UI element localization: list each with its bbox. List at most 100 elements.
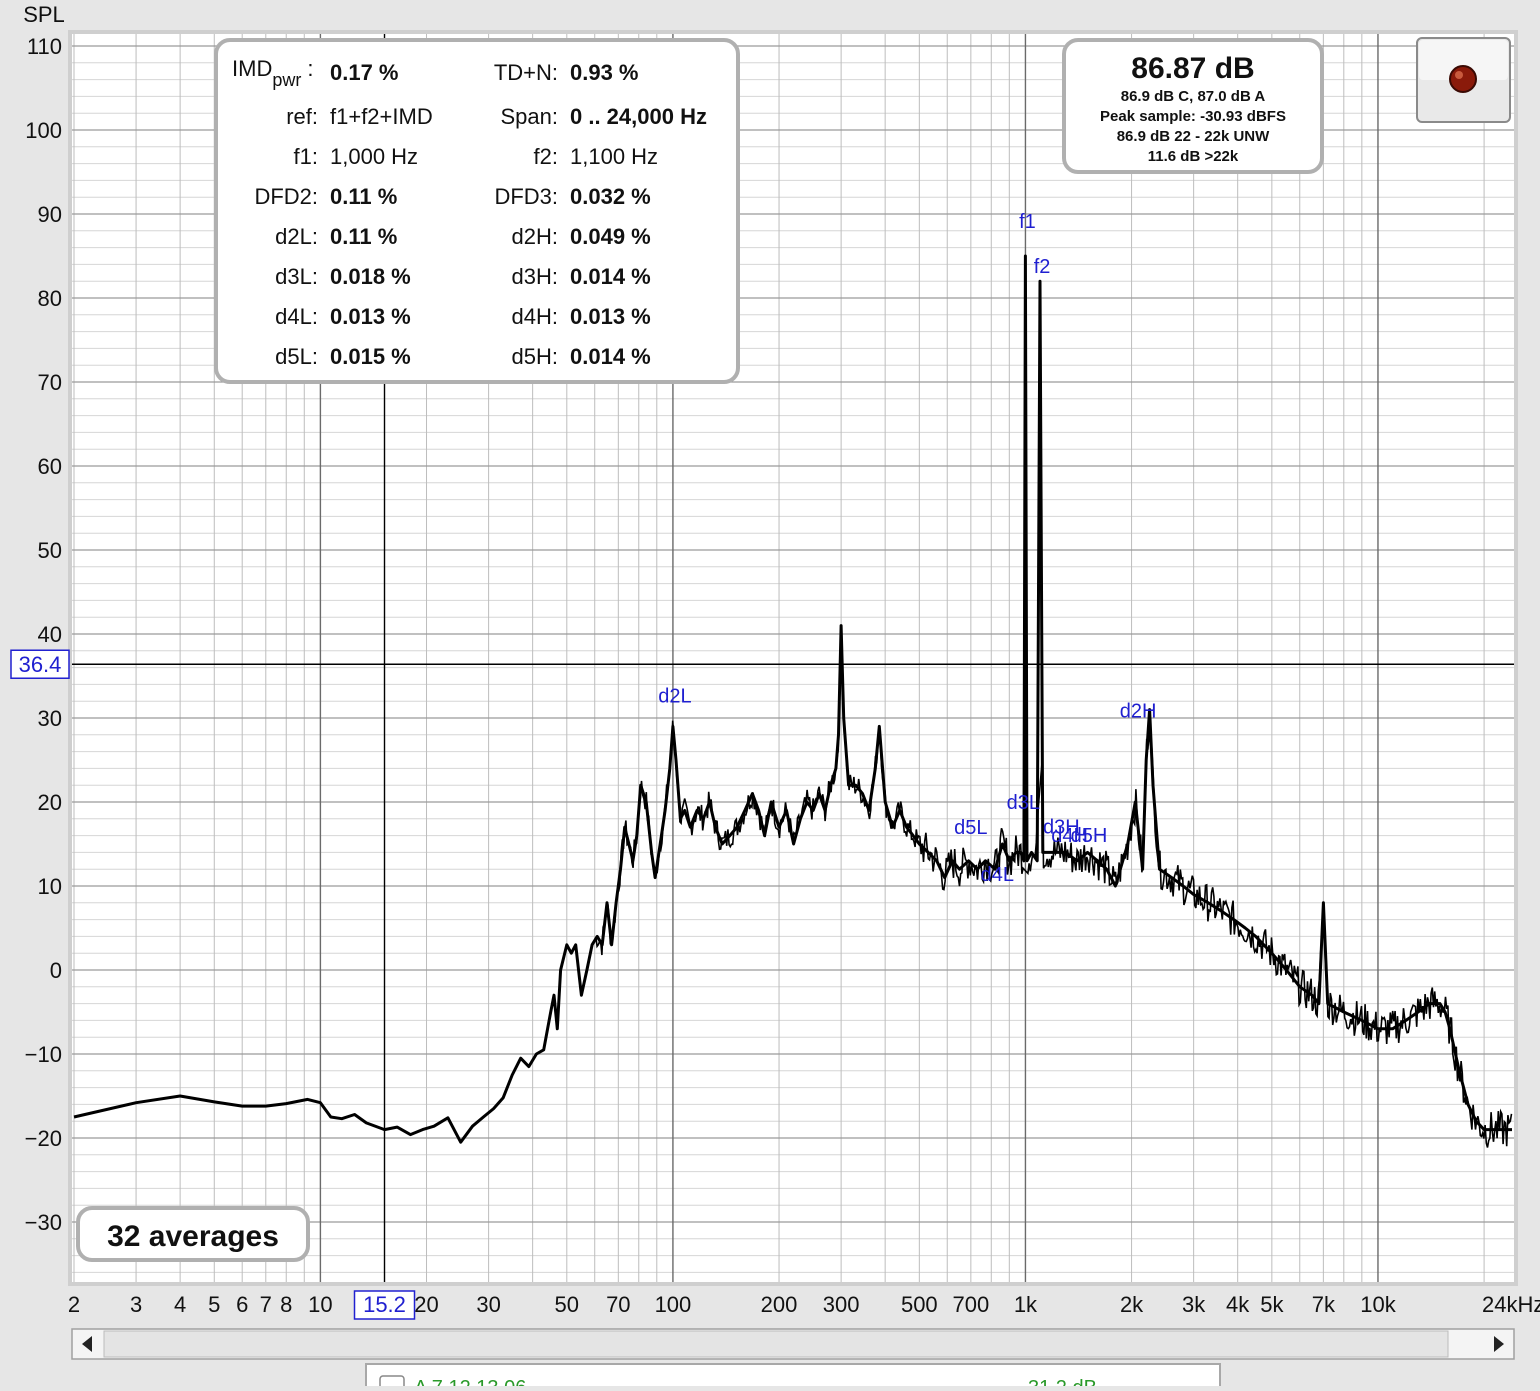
y-tick-label: 100 [25,118,62,143]
x-tick-label: 2k [1120,1292,1144,1317]
level-main-value: 86.87 dB [1131,52,1254,85]
imd-label-0: IMDpwr: [232,56,313,90]
level-panel-box [1062,38,1324,174]
scrollbar-thumb[interactable] [103,1330,1449,1358]
x-tick-label: 1k [1014,1292,1038,1317]
x-tick-label: 5 [208,1292,220,1317]
y-tick-label: 20 [38,790,62,815]
imd-value-0: 0.17 % [330,60,399,85]
y-tick-label: −10 [25,1042,62,1067]
y-tick-label: 70 [38,370,62,395]
marker-d3H: d3H [1043,817,1080,839]
record-button[interactable] [1416,37,1511,123]
imd-value2-2: 1,100 Hz [570,144,658,169]
averages-box: 32 averages [76,1206,310,1262]
imd-label-5: d3L: [275,264,318,289]
x-tick-label: 70 [606,1292,630,1317]
imd-panel-box [214,38,740,384]
x-tick-label: 3k [1182,1292,1206,1317]
marker-d4H: d4H [1051,825,1088,847]
y-tick-label: 10 [38,874,62,899]
cursor-x-readout-box [353,1290,416,1320]
imd-value-6: 0.013 % [330,304,411,329]
imd-label2-0: TD+N: [494,60,558,85]
x-tick-label: 4 [174,1292,186,1317]
legend-strip: A 7 12 13 06 31.2 dB [365,1363,1221,1391]
imd-value2-6: 0.013 % [570,304,651,329]
marker-d5L: d5L [954,817,987,839]
imd-label2-5: d3H: [512,264,558,289]
y-tick-label: 90 [38,202,62,227]
x-tick-label: 30 [476,1292,500,1317]
y-tick-label: −30 [25,1210,62,1235]
y-tick-label: 80 [38,286,62,311]
y-tick-label: 50 [38,538,62,563]
y-tick-label: −20 [25,1126,62,1151]
imd-label2-6: d4H: [512,304,558,329]
marker-f2: f2 [1034,256,1051,278]
marker-f1: f1 [1019,211,1036,233]
imd-label-1: ref: [286,104,318,129]
imd-value-1: f1+f2+IMD [330,104,433,129]
level-line-4: 11.6 dB >22k [1148,148,1239,165]
scroll-left-arrow-icon[interactable] [82,1336,92,1352]
imd-label2-7: d5H: [512,344,558,369]
x-tick-label: 2 [68,1292,80,1317]
imd-label2-1: Span: [501,104,559,129]
horizontal-scrollbar[interactable] [71,1328,1515,1360]
legend-checkbox[interactable] [379,1375,405,1391]
imd-label-6: d4L: [275,304,318,329]
x-tick-label: 20 [414,1292,438,1317]
legend-value: 31.2 dB [1028,1377,1097,1386]
spectrum-trace-noise [593,642,1513,1148]
marker-d5H: d5H [1071,825,1108,847]
marker-d2H: d2H [1120,701,1157,723]
averages-text: 32 averages [107,1220,279,1253]
x-tick-label: 4k [1226,1292,1250,1317]
x-tick-label: 500 [901,1292,938,1317]
imd-label2-3: DFD3: [494,184,558,209]
x-tick-label: 10 [308,1292,332,1317]
scroll-right-arrow-icon[interactable] [1494,1336,1504,1352]
x-tick-label: 3 [130,1292,142,1317]
imd-label-2: f1: [294,144,318,169]
imd-label-7: d5L: [275,344,318,369]
imd-value-4: 0.11 % [330,224,397,249]
legend-label: A 7 12 13 06 [414,1377,526,1386]
x-tick-label: 8 [280,1292,292,1317]
imd-label-3: DFD2: [254,184,318,209]
imd-value2-7: 0.014 % [570,344,651,369]
y-tick-label: 40 [38,622,62,647]
level-line-1: 86.9 dB C, 87.0 dB A [1121,88,1266,105]
marker-d2L: d2L [658,685,691,707]
y-tick-label: 0 [50,958,62,983]
imd-label-4: d2L: [275,224,318,249]
x-tick-label: 10k [1360,1292,1396,1317]
record-dot-icon [1449,65,1477,93]
x-tick-label: 300 [823,1292,860,1317]
imd-value2-1: 0 .. 24,000 Hz [570,104,707,129]
x-tick-label: 50 [555,1292,579,1317]
marker-d3L: d3L [1007,792,1040,814]
x-tick-label: 24kHz [1482,1292,1540,1317]
x-tick-label: 100 [655,1292,692,1317]
imd-value-5: 0.018 % [330,264,411,289]
imd-value-3: 0.11 % [330,184,397,209]
level-panel: 86.87 dB 86.9 dB C, 87.0 dB A Peak sampl… [1062,38,1324,174]
level-line-3: 86.9 dB 22 - 22k UNW [1117,128,1270,145]
x-tick-label: 700 [952,1292,989,1317]
level-line-2: Peak sample: -30.93 dBFS [1100,108,1286,125]
imd-value2-4: 0.049 % [570,224,651,249]
x-axis-ticks: 2 3 4 5 6 7 8 10 20 30 50 70 100 200 300 500 700 1k 2k 3k 4k… [68,1292,1540,1317]
marker-d4L: d4L [981,864,1014,886]
imd-label2-2: f2: [534,144,558,169]
crosshair-cursor[interactable]: 36.4 15.2 [10,34,1514,1320]
x-tick-label: 6 [236,1292,248,1317]
imd-value2-3: 0.032 % [570,184,651,209]
y-axis-title: SPL [23,2,65,27]
imd-value2-5: 0.014 % [570,264,651,289]
